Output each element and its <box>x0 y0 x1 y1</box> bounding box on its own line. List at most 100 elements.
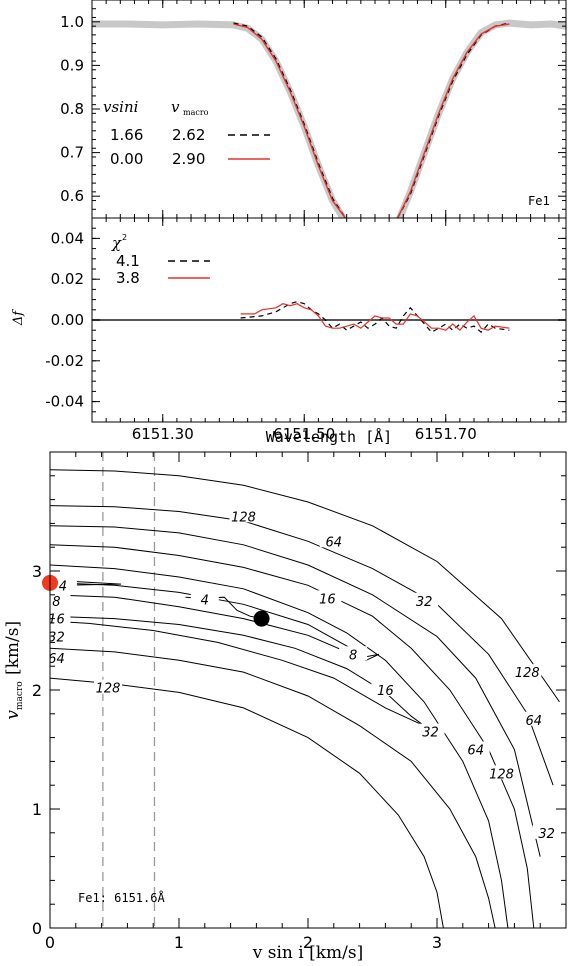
contour-5 <box>50 582 380 661</box>
line-label: Fe1 <box>528 194 550 208</box>
x-tick-label: 6151.30 <box>132 425 194 443</box>
model-profile-2 <box>233 22 346 218</box>
chi2-row1-value: 4.1 <box>116 252 140 270</box>
chi2-header-sup: 2 <box>122 233 127 242</box>
residual-y-label: Δf <box>11 309 26 326</box>
y-tick-label: 0 <box>32 919 42 938</box>
contour-label-bg <box>50 592 71 607</box>
contour-label-bg <box>410 592 439 607</box>
y-tick-label: 0.00 <box>51 311 84 329</box>
contour-label: 128 <box>231 510 256 525</box>
contour-label-bg <box>532 824 561 839</box>
contour-label-bg <box>319 533 348 548</box>
contour-y-label-units: [km/s] <box>3 621 23 675</box>
contour-3 <box>50 544 535 928</box>
y-tick-label: -0.02 <box>45 352 84 370</box>
contour-2 <box>50 525 541 857</box>
contour-label: 16 <box>48 613 65 628</box>
contour-frame <box>49 451 567 929</box>
residual-series-0 <box>240 300 510 334</box>
contour-y-label-sub: macro <box>15 681 25 710</box>
contour-label: 32 <box>416 595 433 610</box>
residual-panel: -0.04 -0.02 0.00 0.02 0.04 6151.30 6151.50 6151… <box>11 217 567 446</box>
y-tick-label: 2 <box>32 681 42 700</box>
y-tick-label: 0.02 <box>51 270 84 288</box>
model-profile-5 <box>396 23 510 218</box>
x-tick-label: 6151.50 <box>273 425 335 443</box>
contour-label-bg <box>94 679 123 694</box>
model-profile-3 <box>396 22 510 218</box>
contour-label: 64 <box>467 744 484 759</box>
contour-label-bg <box>50 610 71 625</box>
contour-label: 8 <box>349 648 357 663</box>
legend-row2-vmacro: 2.90 <box>172 150 205 168</box>
chi2-legend: χ 2 4.1 3.8 <box>111 233 210 287</box>
contour-x-label: v sin i [km/s] <box>252 943 364 963</box>
model-profile-4 <box>233 23 346 218</box>
contour-label: 128 <box>489 767 514 782</box>
x-tick-label: 1 <box>174 933 184 952</box>
contour-label-bg <box>461 741 490 756</box>
legend-row1-vsini: 1.66 <box>110 126 143 144</box>
contour-label-bg <box>50 649 71 664</box>
x-tick-label: 6151.70 <box>415 425 477 443</box>
contour-label: 64 <box>525 714 542 729</box>
y-tick-label: 0.9 <box>60 56 84 74</box>
contour-label-bg <box>229 508 258 523</box>
contour-annotation: Fe1: 6151.6Å <box>78 890 165 905</box>
contour-label: 4 <box>59 579 67 594</box>
contour-y-label-main: v <box>3 710 23 720</box>
chi2-row2-value: 3.8 <box>116 269 140 287</box>
contour-label: 64 <box>48 652 65 667</box>
contour-label-bg <box>339 646 368 661</box>
contour-label-bg <box>513 664 542 679</box>
contour-label: 128 <box>96 682 121 697</box>
contour-label: 4 <box>201 594 209 609</box>
contour-10 <box>56 580 122 586</box>
profile-legend: vsini v macro 1.66 2.62 0.00 2.90 <box>103 98 270 168</box>
contour-label-bg <box>50 628 71 643</box>
legend-row1-vmacro: 2.62 <box>172 126 205 144</box>
contour-label: 16 <box>319 592 336 607</box>
residual-x-label: Wavelength [Å] <box>266 427 392 446</box>
y-tick-label: 0.6 <box>60 187 84 205</box>
contour-label-bg <box>371 682 400 696</box>
y-tick-label: 0.04 <box>51 229 84 247</box>
contour-label-bg <box>313 590 342 605</box>
x-tick-label: 3 <box>432 933 442 952</box>
y-tick-label: -0.04 <box>45 393 84 411</box>
line-profile-panel: 0.6 0.7 0.8 0.9 1.0 Fe1 vsini v macro 1.66 2… <box>60 0 567 219</box>
legend-header-vmacro: v <box>171 98 180 116</box>
contour-7 <box>50 647 496 928</box>
y-tick-label: 0.8 <box>60 100 84 118</box>
contour-label: 64 <box>326 535 343 550</box>
contour-label-bg <box>190 591 219 606</box>
contour-label-bg <box>487 765 516 780</box>
residual-series-1 <box>240 303 510 332</box>
contour-label: 32 <box>422 726 439 741</box>
contour-1 <box>50 505 554 786</box>
contour-6 <box>50 615 425 727</box>
contour-label: 32 <box>48 630 65 645</box>
best-fit-marker-1 <box>253 610 270 627</box>
x-tick-label: 2 <box>303 933 313 952</box>
contour-y-label: v macro [km/s] <box>3 621 25 720</box>
y-tick-label: 0.7 <box>60 144 84 162</box>
contour-label: 32 <box>538 827 555 842</box>
contour-label: 128 <box>515 666 540 681</box>
contour-label: 8 <box>52 595 60 610</box>
legend-header-vsini: vsini <box>103 98 139 116</box>
contour-label-bg <box>519 711 548 726</box>
y-tick-label: 1.0 <box>60 13 84 31</box>
legend-header-vmacro-sub: macro <box>183 108 209 117</box>
legend-row2-vsini: 0.00 <box>110 150 143 168</box>
x-tick-label: 0 <box>45 933 55 952</box>
contour-label: 16 <box>377 684 394 699</box>
y-tick-label: 3 <box>32 562 42 581</box>
contour-label-bg <box>416 723 445 738</box>
contour-8 <box>50 677 444 928</box>
y-tick-label: 1 <box>32 800 42 819</box>
contour-0 <box>50 469 560 703</box>
